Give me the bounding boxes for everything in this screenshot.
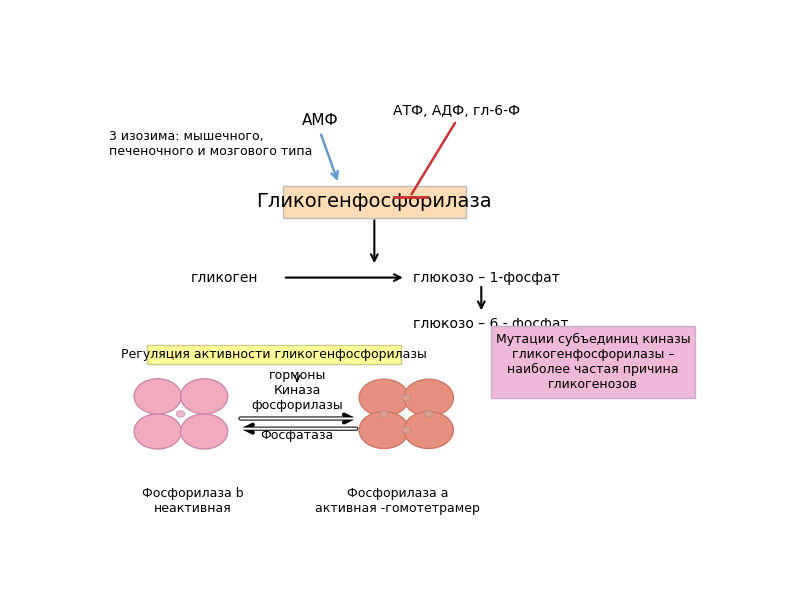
Text: 3 изозима: мышечного,
печеночного и мозгового типа: 3 изозима: мышечного, печеночного и мозг… <box>110 130 313 158</box>
Text: Мутации субъединиц киназы
гликогенфосфорилазы –
наиболее частая причина
гликоген: Мутации субъединиц киназы гликогенфосфор… <box>495 333 690 391</box>
Circle shape <box>176 410 185 417</box>
Text: АМФ: АМФ <box>302 113 338 128</box>
Circle shape <box>359 379 409 416</box>
Text: Фосфорилаза b
неактивная: Фосфорилаза b неактивная <box>142 487 244 515</box>
Circle shape <box>424 410 433 417</box>
Text: АТФ, АДФ, гл-6-Ф: АТФ, АДФ, гл-6-Ф <box>393 104 520 118</box>
Text: гликоген: гликоген <box>190 271 258 284</box>
Text: Фосфатаза: Фосфатаза <box>261 429 334 442</box>
Circle shape <box>181 379 228 414</box>
Text: Регуляция активности гликогенфосфорилазы: Регуляция активности гликогенфосфорилазы <box>121 348 426 361</box>
Circle shape <box>404 412 454 449</box>
Circle shape <box>134 414 182 449</box>
Circle shape <box>380 410 388 417</box>
Circle shape <box>402 394 410 401</box>
Text: глюкозо – 6 - фосфат: глюкозо – 6 - фосфат <box>413 317 569 331</box>
Text: гормоны: гормоны <box>269 370 326 382</box>
FancyBboxPatch shape <box>490 326 695 398</box>
Circle shape <box>402 427 410 433</box>
FancyBboxPatch shape <box>283 186 466 218</box>
Text: Киназа
фосфорилазы: Киназа фосфорилазы <box>251 384 343 412</box>
Text: Фосфорилаза a
активная -гомотетрамер: Фосфорилаза a активная -гомотетрамер <box>315 487 480 515</box>
Circle shape <box>404 379 454 416</box>
Text: Гликогенфосфорилаза: Гликогенфосфорилаза <box>257 193 492 211</box>
Circle shape <box>134 379 182 414</box>
Circle shape <box>181 414 228 449</box>
FancyBboxPatch shape <box>146 344 401 364</box>
Text: глюкозо – 1-фосфат: глюкозо – 1-фосфат <box>413 271 560 284</box>
Circle shape <box>359 412 409 449</box>
